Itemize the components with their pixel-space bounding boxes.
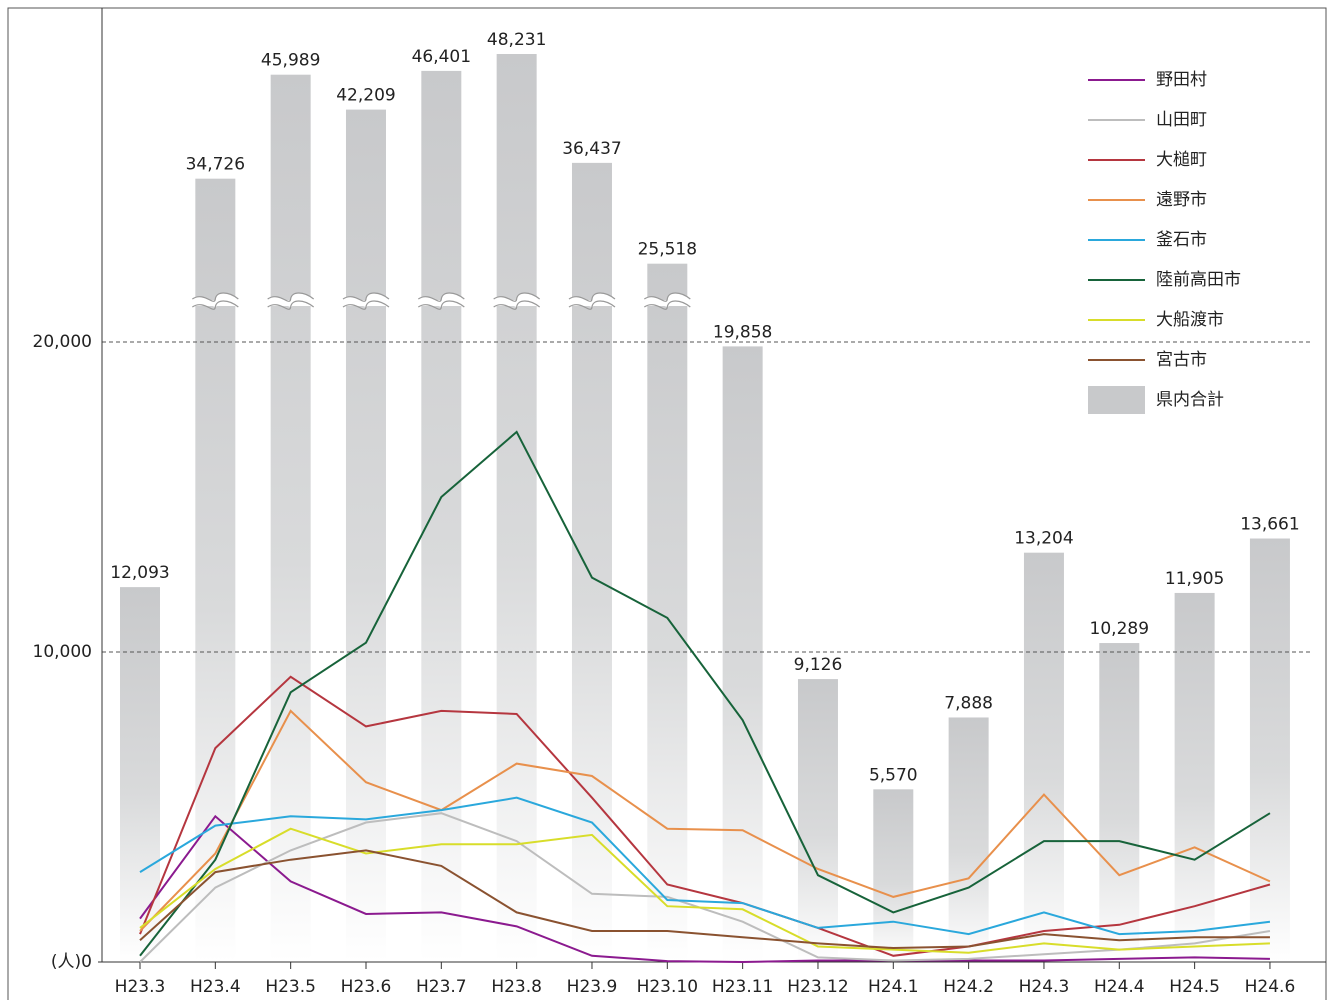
frame <box>7 7 1327 1000</box>
legend-label: 大槌町 <box>1156 150 1207 170</box>
series-line <box>139 814 1270 964</box>
bar <box>345 109 386 963</box>
bar <box>797 679 838 962</box>
x-tick-label: H24.3 <box>1019 977 1070 997</box>
series-line <box>139 812 1271 963</box>
y-tick-label: 20,000 <box>33 332 92 352</box>
legend-label: 大船渡市 <box>1156 310 1224 330</box>
bar <box>722 346 763 963</box>
legend-label: 陸前高田市 <box>1156 270 1241 290</box>
x-tick-label: H24.5 <box>1169 977 1220 997</box>
bar-value-label: 19,858 <box>713 322 772 342</box>
axis-break-line <box>342 300 390 310</box>
x-tick-label: H23.3 <box>115 977 166 997</box>
bar <box>421 70 462 962</box>
x-tick-label: H23.7 <box>416 977 467 997</box>
axis-break-line <box>417 292 465 302</box>
legend-label: 県内合計 <box>1156 390 1224 410</box>
bar-value-label: 42,209 <box>336 86 395 106</box>
legend-swatch <box>1088 386 1145 414</box>
axis-break-gap <box>568 300 615 306</box>
axis-break-line <box>417 300 465 310</box>
axis-break-line <box>342 292 390 302</box>
bar-value-label: 48,231 <box>487 30 546 50</box>
bar <box>270 74 311 963</box>
bar-value-label: 12,093 <box>110 563 169 583</box>
series-line <box>139 709 1271 932</box>
x-tick-label: H24.4 <box>1094 977 1145 997</box>
bar <box>1023 552 1064 962</box>
bar-value-label: 36,437 <box>562 139 621 159</box>
x-tick-label: H24.2 <box>943 977 994 997</box>
series-line <box>139 849 1270 950</box>
axis-break-gap <box>342 300 389 306</box>
axis-break-line <box>267 292 315 302</box>
bar <box>496 54 537 962</box>
y-tick-label: (人)0 <box>51 952 92 972</box>
bar <box>1099 643 1140 962</box>
x-tick-label: H23.10 <box>637 977 698 997</box>
x-tick-label: H23.9 <box>567 977 618 997</box>
axis-break-line <box>568 292 616 302</box>
axis-break-line <box>643 300 691 310</box>
axis-break-gap <box>493 300 540 306</box>
bar-value-label: 7,888 <box>944 693 993 713</box>
x-tick-label: H23.6 <box>341 977 392 997</box>
y-tick-label: 10,000 <box>33 642 92 662</box>
x-tick-label: H23.8 <box>491 977 542 997</box>
bar-value-label: 11,905 <box>1165 569 1224 589</box>
legend-label: 野田村 <box>1156 70 1207 90</box>
bars <box>120 54 1290 963</box>
bar <box>571 162 612 962</box>
axis-break-line <box>568 300 616 310</box>
bar <box>948 717 989 962</box>
axis-break-line <box>191 292 239 302</box>
x-tick-label: H23.5 <box>265 977 316 997</box>
axis-break-line <box>643 292 691 302</box>
legend-label: 宮古市 <box>1156 350 1207 370</box>
x-tick-label: H23.12 <box>787 977 848 997</box>
bar <box>1249 538 1290 962</box>
bar-value-label: 45,989 <box>261 51 320 71</box>
bar-value-label: 13,661 <box>1240 515 1299 535</box>
x-tick-label: H24.6 <box>1245 977 1296 997</box>
axis-break-gap <box>418 300 465 306</box>
bar-value-label: 13,204 <box>1014 529 1073 549</box>
x-tick-label: H23.11 <box>712 977 773 997</box>
legend-label: 山田町 <box>1156 110 1207 130</box>
bar-value-label: 10,289 <box>1090 619 1149 639</box>
bar <box>647 263 688 962</box>
bar <box>873 789 914 962</box>
legend-label: 釜石市 <box>1156 230 1207 250</box>
x-tick-label: H23.4 <box>190 977 241 997</box>
axis-break-line <box>493 300 541 310</box>
bar-value-label: 46,401 <box>412 47 471 67</box>
bar-value-label: 25,518 <box>638 240 697 260</box>
x-tick-label: H24.1 <box>868 977 919 997</box>
bar-value-label: 34,726 <box>186 155 245 175</box>
axis-break-gap <box>267 300 314 306</box>
bar <box>120 587 160 962</box>
bar-value-label: 9,126 <box>794 655 843 675</box>
series-line <box>139 827 1270 954</box>
series-line <box>139 430 1271 957</box>
axis-break-gap <box>192 300 239 306</box>
bar-value-label: 5,570 <box>869 765 918 785</box>
bar <box>1174 592 1215 962</box>
series-line <box>139 675 1271 957</box>
series-line <box>139 796 1271 936</box>
axis-break-line <box>267 300 315 310</box>
axis-break-gap <box>644 300 691 306</box>
axis-break-line <box>191 300 239 310</box>
axis-break-line <box>493 292 541 302</box>
legend-label: 遠野市 <box>1156 190 1207 210</box>
